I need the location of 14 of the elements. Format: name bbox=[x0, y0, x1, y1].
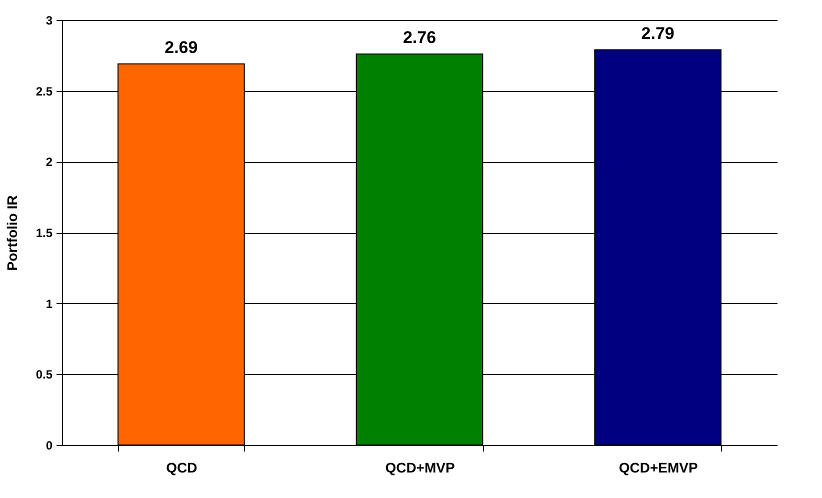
y-tick-label: 0.5 bbox=[36, 368, 53, 382]
y-tick-label: 1.5 bbox=[36, 226, 53, 240]
y-tick-label: 2.5 bbox=[36, 84, 53, 98]
y-tick-label: 0 bbox=[46, 438, 53, 452]
x-tick-label: QCD+EMVP bbox=[618, 460, 698, 476]
data-label: 2.79 bbox=[641, 24, 674, 43]
x-tick-label: QCD+MVP bbox=[385, 460, 455, 476]
x-tick-label: QCD bbox=[166, 460, 198, 476]
data-label: 2.69 bbox=[164, 38, 198, 57]
y-tick-label: 1 bbox=[46, 296, 53, 311]
data-label: 2.76 bbox=[402, 28, 436, 47]
y-axis-title: Portfolio IR bbox=[4, 195, 20, 271]
y-tick-label: 3 bbox=[46, 14, 53, 28]
y-tick-label: 2 bbox=[46, 155, 53, 170]
